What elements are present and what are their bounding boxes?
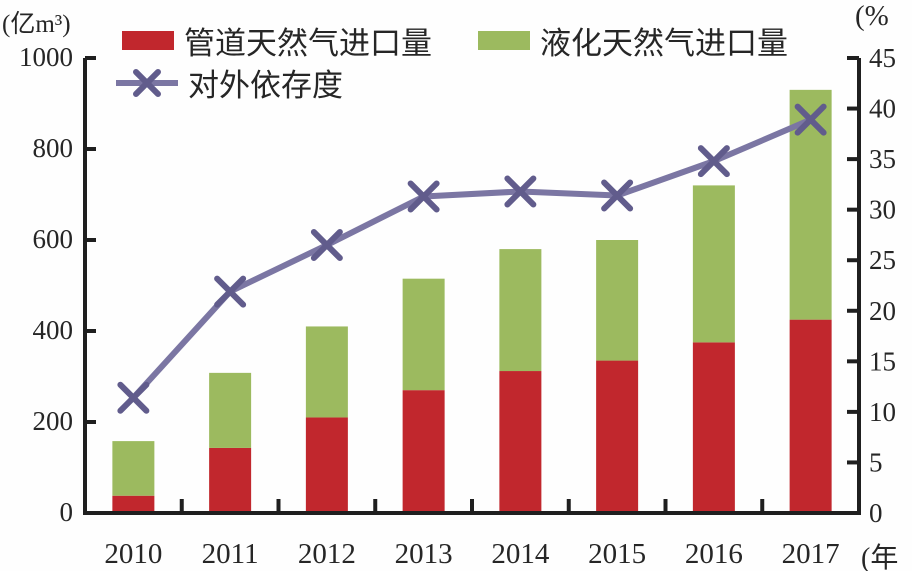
right-axis-tick-label-20: 20: [869, 296, 896, 326]
right-axis-tick-label-0: 0: [869, 498, 883, 528]
x-axis-category-label-2014: 2014: [491, 538, 550, 570]
x-axis-category-label-2012: 2012: [298, 538, 356, 570]
bar-segment-pipeline-2010: [112, 495, 155, 513]
x-axis-category-label-2015: 2015: [588, 538, 646, 570]
x-axis-category-label-2016: 2016: [685, 538, 743, 570]
bar-segment-pipeline-2011: [209, 447, 252, 513]
dependence-marker-2015: [601, 179, 634, 212]
bar-segment-lng-2016: [692, 185, 735, 343]
legend-item-dependence: 对外依存度: [116, 60, 343, 105]
bar-segment-lng-2011: [209, 372, 252, 448]
dependence-marker-2012: [310, 229, 343, 262]
bar-segment-lng-2015: [596, 240, 639, 361]
legend-item-pipeline-gas: 管道天然气进口量: [122, 18, 432, 63]
right-axis-tick-label-35: 35: [869, 144, 896, 174]
x-axis-category-label-2017: 2017: [782, 538, 840, 570]
bar-segment-lng-2014: [499, 249, 542, 372]
pipeline-gas-swatch-icon: [122, 31, 174, 50]
line-x-marker-sample-icon: [116, 68, 178, 97]
left-axis-unit-label: (亿m³): [2, 11, 71, 38]
dependence-marker-2017: [794, 103, 827, 136]
right-axis-tick-label-25: 25: [869, 245, 896, 275]
legend-item-lng: 液化天然气进口量: [478, 18, 788, 63]
bar-segment-pipeline-2012: [305, 417, 348, 513]
legend-x-marker-icon: [133, 68, 161, 97]
bar-segment-lng-2010: [112, 441, 155, 496]
bar-segment-pipeline-2014: [499, 371, 542, 513]
left-axis-tick-label-600: 600: [33, 224, 74, 254]
x-axis-unit-label: (年: [861, 543, 899, 571]
lng-swatch-icon: [478, 31, 530, 50]
right-axis-tick-label-40: 40: [869, 94, 896, 124]
dependence-line: [131, 116, 812, 400]
x-axis-category-label-2011: 2011: [202, 538, 259, 570]
left-axis-tick-label-800: 800: [33, 133, 74, 163]
left-axis-tick-label-400: 400: [33, 315, 74, 345]
left-axis-tick-label-200: 200: [33, 406, 74, 436]
bar-segment-pipeline-2015: [596, 360, 639, 513]
dependence-marker-2014: [504, 175, 537, 208]
right-axis-tick-label-15: 15: [869, 346, 896, 376]
legend-label-pipeline-gas: 管道天然气进口量: [184, 26, 432, 61]
right-axis-tick-label-10: 10: [869, 397, 896, 427]
left-axis-tick-label-1000: 1000: [19, 42, 73, 72]
bar-segment-pipeline-2017: [789, 319, 832, 513]
right-axis-tick-label-5: 5: [869, 447, 883, 477]
left-axis-tick-label-0: 0: [60, 497, 74, 527]
right-axis-unit-label: (%: [855, 0, 889, 32]
x-axis-category-label-2013: 2013: [395, 538, 453, 570]
x-axis-category-label-2010: 2010: [104, 538, 162, 570]
bar-segment-lng-2012: [305, 326, 348, 418]
legend-label-lng: 液化天然气进口量: [540, 26, 788, 61]
bar-segment-pipeline-2013: [402, 390, 445, 513]
dependence-marker-2010: [117, 381, 150, 414]
dependence-marker-2016: [697, 145, 730, 178]
right-axis-tick-label-45: 45: [869, 43, 896, 73]
legend-label-dependence: 对外依存度: [188, 68, 343, 103]
bar-segment-lng-2013: [402, 278, 445, 391]
bar-segment-pipeline-2016: [692, 342, 735, 513]
dependence-marker-2011: [214, 275, 247, 308]
dependence-marker-2013: [407, 180, 440, 213]
right-axis-tick-label-30: 30: [869, 195, 896, 225]
